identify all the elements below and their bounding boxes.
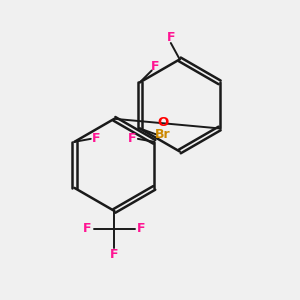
Text: F: F <box>92 132 100 146</box>
Text: F: F <box>167 31 175 44</box>
Text: F: F <box>137 222 145 235</box>
Text: O: O <box>157 116 168 129</box>
Text: Br: Br <box>155 128 170 141</box>
Text: F: F <box>128 132 137 146</box>
Text: F: F <box>110 248 118 260</box>
Text: F: F <box>150 59 159 73</box>
Text: F: F <box>83 222 92 235</box>
